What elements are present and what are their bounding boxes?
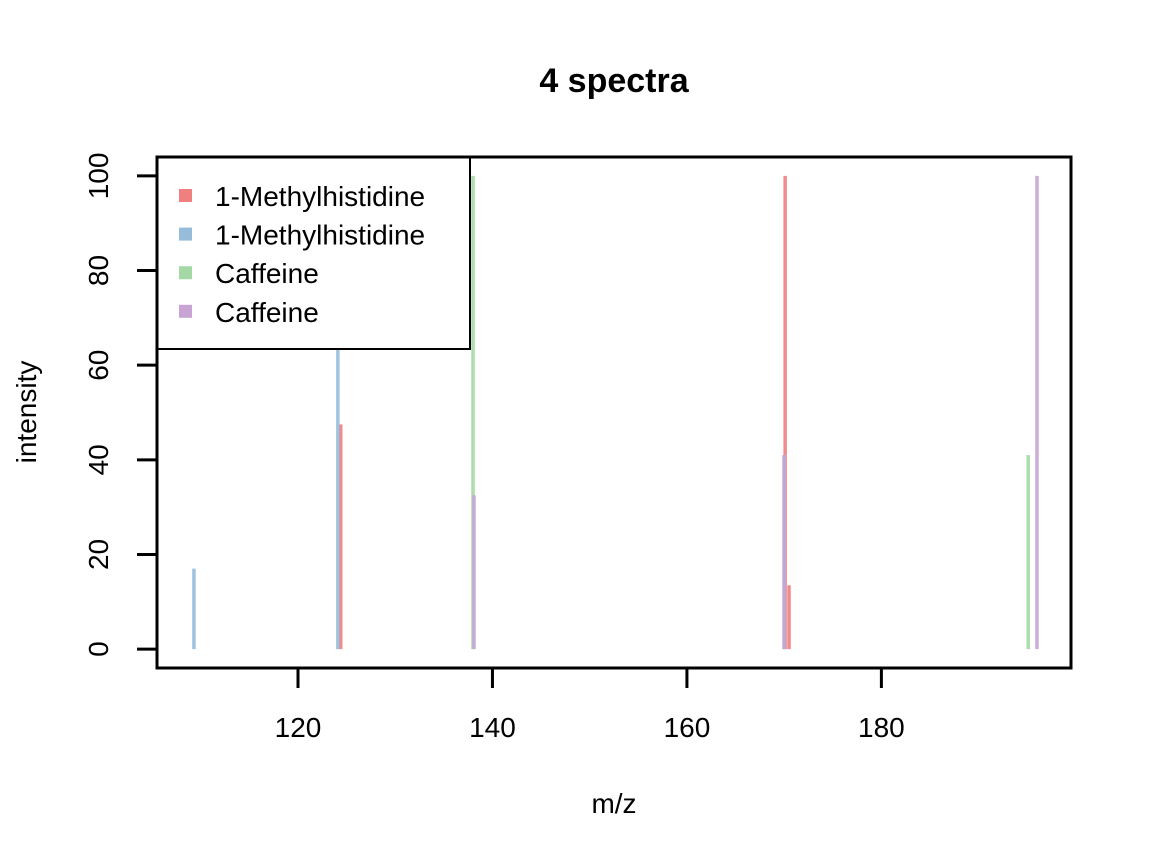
- legend-entry: 1-Methylhistidine: [215, 181, 425, 212]
- x-tick-label: 160: [664, 712, 711, 743]
- legend: 1-Methylhistidine 1-Methylhistidine Caffei…: [156, 156, 471, 350]
- y-tick-label: 40: [83, 444, 114, 475]
- y-tick-label: 60: [83, 350, 114, 381]
- legend-entry: 1-Methylhistidine: [215, 220, 425, 251]
- legend-swatch: [179, 227, 192, 241]
- y-tick-label: 0: [83, 641, 114, 657]
- chart-title: 4 spectra: [539, 62, 689, 100]
- x-axis: 120 140 160 180: [275, 666, 905, 743]
- peaks-layer: [192, 175, 1039, 650]
- legend-entry: Caffeine: [215, 258, 319, 289]
- y-tick-label: 100: [83, 153, 114, 200]
- x-tick-label: 120: [275, 712, 322, 743]
- x-tick-label: 140: [469, 712, 516, 743]
- x-tick-label: 180: [858, 712, 905, 743]
- y-tick-label: 20: [83, 539, 114, 570]
- x-axis-label: m/z: [591, 788, 636, 819]
- legend-box: [156, 156, 471, 350]
- legend-entry: Caffeine: [215, 297, 319, 328]
- legend-swatch: [179, 304, 192, 318]
- legend-swatch: [179, 189, 192, 202]
- y-axis: 0 20 40 60 80 100: [83, 153, 159, 657]
- legend-swatch: [179, 266, 192, 280]
- y-tick-label: 80: [83, 255, 114, 286]
- y-axis-label: intensity: [11, 361, 42, 464]
